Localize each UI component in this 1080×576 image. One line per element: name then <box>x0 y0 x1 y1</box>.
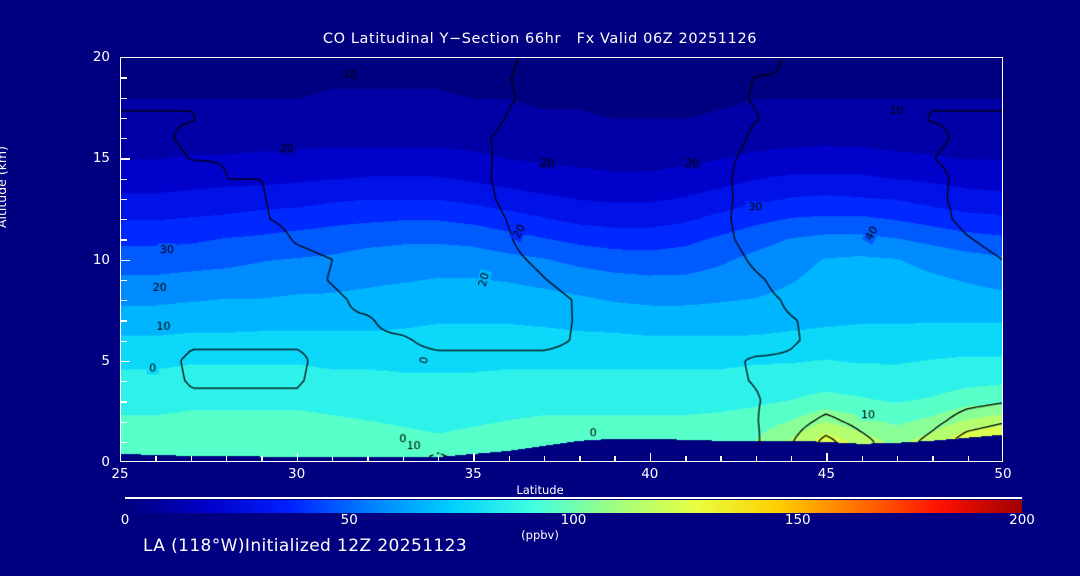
y-tick-minor <box>121 97 127 99</box>
x-tick-minor <box>225 456 228 462</box>
x-tick-minor <box>861 456 864 462</box>
chart-title: CO Latitudinal Y−Section 66hr Fx Valid 0… <box>322 31 758 47</box>
x-tick-label: 40 <box>641 466 659 482</box>
x-tick-label: 45 <box>817 466 835 482</box>
y-tick-minor <box>121 421 127 423</box>
colorbar-gradient <box>125 500 1022 513</box>
x-tick-minor <box>932 456 934 462</box>
x-tick-label: 35 <box>464 466 482 482</box>
x-axis-label: Latitude <box>516 483 564 497</box>
y-tick-minor <box>121 279 127 282</box>
y-tick-label: 20 <box>92 49 110 65</box>
y-tick-minor <box>121 138 127 140</box>
y-tick-minor <box>121 239 127 241</box>
x-tick-label: 25 <box>111 466 129 482</box>
x-tick-minor <box>755 456 758 462</box>
y-tick-major <box>121 158 130 160</box>
plot-area <box>120 57 1003 462</box>
y-tick-minor <box>121 117 127 120</box>
y-tick-minor <box>121 77 127 79</box>
x-tick-major <box>826 453 828 462</box>
colorbar-tick-label: 200 <box>1009 512 1035 528</box>
colorbar-top-rule <box>125 497 1022 499</box>
y-tick-minor <box>121 300 127 302</box>
x-tick-minor <box>579 456 581 462</box>
y-tick-label: 10 <box>92 251 110 268</box>
chart-caption: LA (118°W)Initialized 12Z 20251123 <box>143 536 468 556</box>
y-tick-major <box>121 360 130 363</box>
x-tick-minor <box>367 456 369 462</box>
colorbar-tick-label: 150 <box>784 512 811 528</box>
x-tick-minor <box>685 456 687 462</box>
x-tick-minor <box>261 456 263 462</box>
y-tick-major <box>121 259 130 261</box>
shaded-field-canvas <box>121 58 1002 461</box>
x-tick-minor <box>331 456 334 462</box>
colorbar <box>125 500 1022 513</box>
x-tick-label: 30 <box>288 466 306 482</box>
y-tick-minor <box>121 401 127 403</box>
x-tick-minor <box>791 456 793 462</box>
colorbar-tick-label: 0 <box>120 512 130 528</box>
y-axis: Altitude (km) 0 5 10 15 20 <box>0 0 120 576</box>
x-tick-major <box>473 453 475 462</box>
x-tick-minor <box>543 456 546 462</box>
colorbar-unit-label: (ppbv) <box>521 528 559 542</box>
colorbar-tick-label: 100 <box>560 512 587 528</box>
y-tick-minor <box>121 219 127 221</box>
y-tick-minor <box>121 320 127 322</box>
x-tick-minor <box>190 456 193 462</box>
colorbar-tick-label: 50 <box>340 512 358 528</box>
y-tick-minor <box>121 178 127 180</box>
x-tick-minor <box>402 456 404 462</box>
y-tick-minor <box>121 198 127 201</box>
x-tick-minor <box>967 456 970 462</box>
contour-field <box>121 58 1002 461</box>
x-tick-major <box>649 453 652 462</box>
x-tick-label: 50 <box>994 466 1012 482</box>
x-tick-minor <box>155 456 157 462</box>
y-tick-label: 5 <box>101 352 110 369</box>
x-tick-minor <box>508 456 510 462</box>
x-tick-minor <box>614 456 616 462</box>
y-tick-minor <box>121 340 127 342</box>
x-tick-minor <box>897 456 899 462</box>
y-tick-minor <box>121 381 127 383</box>
y-tick-label: 0 <box>101 454 110 470</box>
x-tick-minor <box>437 456 440 462</box>
y-tick-label: 15 <box>92 150 110 167</box>
y-tick-minor <box>121 441 127 444</box>
x-tick-minor <box>720 456 722 462</box>
x-tick-major <box>296 453 298 462</box>
